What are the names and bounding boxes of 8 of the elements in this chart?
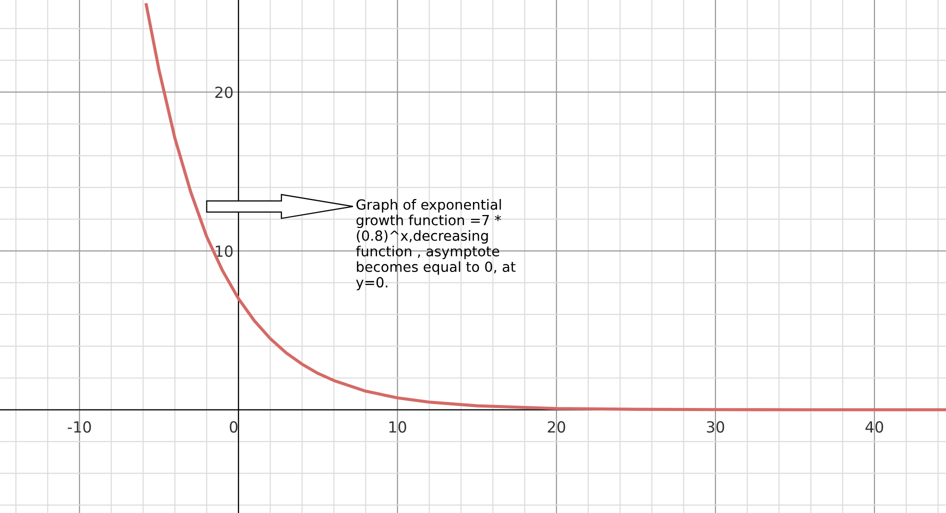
x-tick-label: 20	[548, 421, 566, 433]
line-series	[144, 3, 946, 412]
x-tick-label: 40	[865, 421, 884, 433]
x-tick-label: 0	[230, 421, 238, 433]
x-tick-label: 10	[389, 421, 406, 433]
annotation: Graph of exponential growth function =7 * (0.8)^x,decreasing function , asymptote becomes equal to 0, at y=0.	[356, 199, 516, 290]
x-tick-label: 30	[706, 421, 724, 433]
x-tick-label: -10	[68, 421, 91, 433]
